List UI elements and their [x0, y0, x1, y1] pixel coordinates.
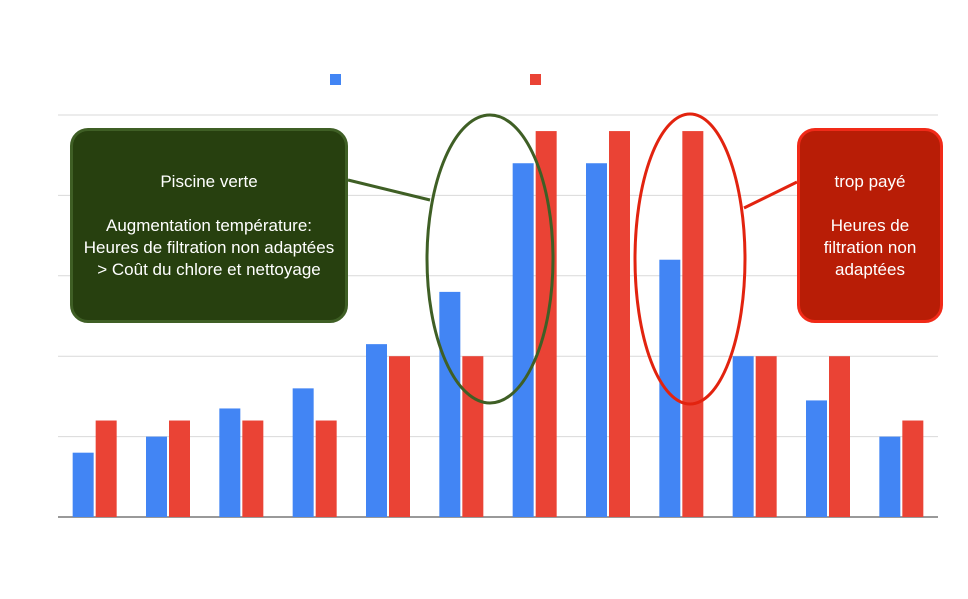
red-callout-connector: [743, 180, 798, 210]
bar-series1-12: [879, 436, 901, 517]
green-callout-text: Piscine verte Augmentation température: …: [83, 171, 335, 279]
bar-series1-2: [146, 436, 167, 517]
red-callout-box: trop payé Heures de filtration non adapt…: [797, 128, 943, 323]
bar-series2-5: [389, 356, 410, 517]
bar-series1-9: [659, 259, 681, 517]
highlight-ellipses: [347, 112, 798, 406]
bar-series2-1: [95, 420, 117, 517]
bar-series2-8: [609, 131, 630, 517]
red-callout-text: trop payé Heures de filtration non adapt…: [823, 171, 917, 279]
bar-series2-9: [682, 131, 704, 517]
bar-series2-4: [315, 420, 337, 517]
green-highlight-ellipse: [425, 113, 555, 405]
legend-swatch-series1: [330, 74, 341, 85]
bar-series1-4: [292, 388, 314, 517]
bar-series2-11: [829, 356, 850, 517]
bar-series1-3: [219, 408, 241, 517]
bar-series2-2: [169, 420, 190, 517]
bars: [72, 131, 924, 518]
bar-series2-10: [755, 356, 777, 517]
bar-series1-7: [512, 163, 534, 518]
bar-series1-11: [806, 400, 827, 517]
bar-series2-6: [462, 356, 484, 517]
legend: [330, 74, 541, 85]
green-callout-box: Piscine verte Augmentation température: …: [70, 128, 348, 323]
bar-series1-8: [586, 163, 607, 518]
legend-swatch-series2: [530, 74, 541, 85]
bar-series2-12: [902, 420, 924, 517]
green-callout-connector: [347, 178, 431, 202]
bar-series1-6: [439, 291, 461, 517]
bar-series2-3: [242, 420, 264, 517]
bar-series1-5: [366, 344, 387, 517]
red-highlight-ellipse: [633, 112, 747, 406]
bar-series1-10: [732, 356, 754, 517]
bar-series1-1: [72, 452, 94, 517]
